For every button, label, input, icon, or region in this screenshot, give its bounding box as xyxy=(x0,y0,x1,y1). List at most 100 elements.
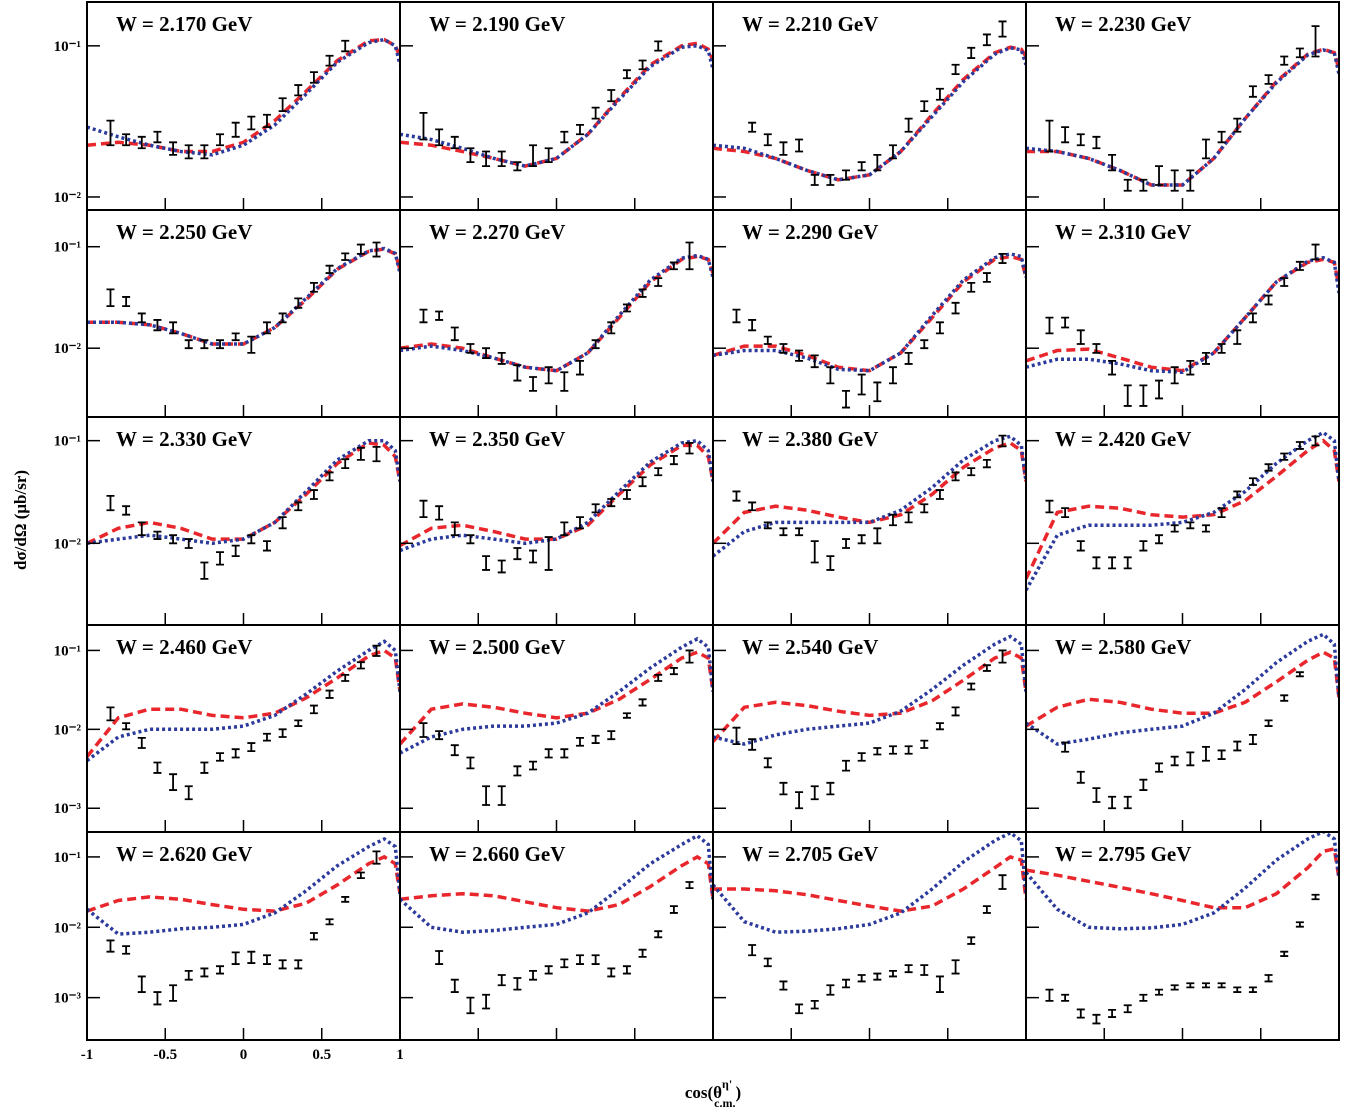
data-point xyxy=(513,547,522,561)
x-axis-title-base: cos(θ xyxy=(685,1083,722,1102)
data-point xyxy=(216,551,225,566)
data-point xyxy=(372,445,381,463)
data-point xyxy=(842,389,851,409)
data-point xyxy=(1295,260,1304,271)
data-point xyxy=(904,117,913,133)
y-axis-title: dσ/dΩ (μb/sr) xyxy=(11,470,30,570)
data-point xyxy=(325,918,334,926)
data-point xyxy=(591,503,600,514)
data-point xyxy=(137,736,146,749)
data-point xyxy=(1076,1008,1085,1019)
data-point xyxy=(497,351,506,365)
data-point xyxy=(1186,982,1195,989)
data-point xyxy=(779,781,788,796)
plot-area xyxy=(87,836,400,1006)
plot-area xyxy=(400,833,713,1015)
model-curve xyxy=(87,441,400,545)
data-point xyxy=(685,881,694,890)
data-point xyxy=(1295,921,1304,928)
data-point xyxy=(529,969,538,981)
plot-area xyxy=(400,438,713,574)
data-point xyxy=(231,332,240,342)
data-point xyxy=(1108,556,1117,570)
data-point xyxy=(184,785,193,801)
data-point xyxy=(1092,1013,1101,1025)
data-point xyxy=(1045,316,1054,335)
data-point xyxy=(888,366,897,385)
data-point xyxy=(951,63,960,76)
data-point xyxy=(247,950,256,964)
model-curve xyxy=(400,650,713,746)
x-axis-title-close: ) xyxy=(736,1083,742,1102)
data-point xyxy=(294,959,303,970)
data-point xyxy=(1280,452,1289,461)
data-point xyxy=(1217,507,1226,519)
data-point xyxy=(153,991,162,1006)
data-point xyxy=(341,252,350,261)
data-point xyxy=(341,896,350,903)
data-point xyxy=(732,490,741,502)
data-point xyxy=(325,54,334,67)
data-point xyxy=(904,745,913,755)
data-point xyxy=(106,939,115,953)
x-tick-label: 1 xyxy=(396,1047,404,1063)
x-tick-label: 0.5 xyxy=(312,1047,331,1063)
data-point xyxy=(1280,277,1289,287)
data-point xyxy=(1264,74,1273,85)
data-point xyxy=(1248,986,1257,993)
panel-title: W = 2.250 GeV xyxy=(116,220,252,244)
data-point xyxy=(1076,133,1085,147)
data-point xyxy=(325,264,334,274)
data-point xyxy=(842,759,851,772)
data-point xyxy=(231,121,240,138)
plot-area xyxy=(1026,832,1339,1025)
data-point xyxy=(575,516,584,530)
data-point xyxy=(309,932,318,941)
plot-area xyxy=(713,434,1026,571)
data-point xyxy=(638,698,647,707)
data-point xyxy=(137,312,146,324)
data-point xyxy=(888,969,897,978)
data-point xyxy=(513,364,522,382)
data-point xyxy=(169,773,178,791)
data-point xyxy=(216,339,225,350)
model-curve xyxy=(713,634,1026,746)
data-point xyxy=(466,996,475,1015)
data-point xyxy=(1233,986,1242,993)
data-point xyxy=(294,297,303,309)
data-point xyxy=(466,534,475,545)
data-point xyxy=(497,150,506,168)
panel: W = 2.500 GeV xyxy=(399,624,714,833)
data-point xyxy=(1186,751,1195,767)
panel: 10⁻³ 10⁻² 10⁻¹ -1 -0.5 0 0.5 1 W = 2.620 GeV xyxy=(54,831,404,1063)
data-point xyxy=(169,534,178,545)
plot-area xyxy=(87,438,400,580)
data-point xyxy=(685,241,694,271)
model-curve xyxy=(1026,47,1339,187)
data-point xyxy=(419,722,428,738)
data-point xyxy=(654,467,663,477)
data-point xyxy=(732,726,741,745)
data-point xyxy=(482,150,491,168)
panel: W = 2.660 GeV xyxy=(399,831,714,1041)
data-point xyxy=(450,135,459,150)
data-point xyxy=(998,20,1007,38)
data-point xyxy=(450,521,459,537)
data-point xyxy=(826,984,835,996)
panel: W = 2.795 GeV xyxy=(1025,831,1340,1041)
panel-title: W = 2.170 GeV xyxy=(116,12,252,36)
plot-area xyxy=(1026,632,1339,810)
data-point xyxy=(654,930,663,939)
data-point xyxy=(998,434,1007,448)
plot-area xyxy=(1026,243,1339,407)
data-point xyxy=(857,161,866,172)
data-point xyxy=(1123,795,1132,810)
data-point xyxy=(795,791,804,810)
y-tick-label: 10⁻² xyxy=(54,920,82,936)
data-point xyxy=(294,84,303,97)
data-point xyxy=(951,959,960,975)
data-point xyxy=(1217,982,1226,989)
data-point xyxy=(591,339,600,350)
data-point xyxy=(685,649,694,664)
data-point xyxy=(216,133,225,147)
